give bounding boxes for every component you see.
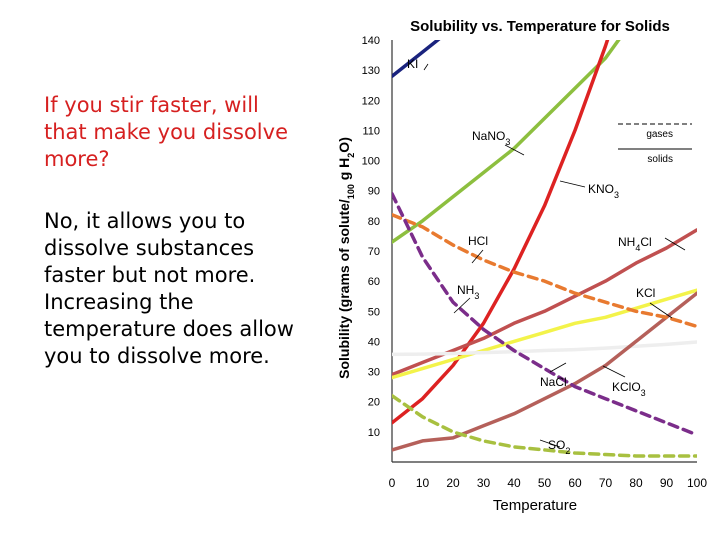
series-line-ki bbox=[392, 40, 441, 78]
y-tick-label: 100 bbox=[362, 156, 380, 168]
x-tick-label: 80 bbox=[629, 476, 643, 490]
x-tick-label: 10 bbox=[416, 476, 430, 490]
y-tick-label: 110 bbox=[362, 125, 380, 137]
leader-so2 bbox=[539, 439, 561, 448]
slide-answer: No, it allows you to dissolve substances… bbox=[44, 209, 294, 368]
leader-kcl bbox=[649, 302, 673, 319]
y-tick-label: 60 bbox=[368, 276, 380, 288]
slide-question: If you stir faster, will that make you d… bbox=[44, 93, 288, 171]
y-tick-label: 10 bbox=[368, 427, 380, 439]
series-label-hcl: HCl bbox=[468, 234, 488, 248]
x-tick-label: 90 bbox=[660, 476, 674, 490]
y-tick-label: 90 bbox=[368, 186, 380, 198]
leader-nacl bbox=[549, 362, 567, 373]
leader-nh4cl bbox=[664, 237, 686, 251]
x-tick-label: 0 bbox=[389, 476, 396, 490]
series-line-nh3 bbox=[392, 191, 697, 437]
series-line-kno3 bbox=[392, 40, 610, 425]
series-label-nh3: NH3 bbox=[457, 283, 479, 301]
leader-nano3 bbox=[504, 144, 525, 156]
y-axis-label: Solubility (grams of solute/100 g H2O) bbox=[336, 137, 356, 379]
x-tick-label: 100 bbox=[687, 476, 707, 490]
series-label-nh4cl: NH4Cl bbox=[618, 235, 652, 253]
series-line-kcl bbox=[392, 288, 697, 380]
y-tick-label: 70 bbox=[368, 246, 380, 258]
leader-hcl bbox=[471, 249, 484, 264]
x-axis-label: Temperature bbox=[493, 497, 577, 514]
series-label-kno3: KNO3 bbox=[588, 182, 619, 200]
leader-kclo3 bbox=[602, 365, 626, 378]
y-tick-label: 50 bbox=[368, 306, 380, 318]
series-label-kclo3: KClO3 bbox=[612, 380, 646, 398]
series-label-nano3: NaNO3 bbox=[472, 129, 510, 147]
y-tick-label: 30 bbox=[368, 367, 380, 379]
series-line-nacl bbox=[392, 340, 697, 357]
series-label-nacl: NaCl bbox=[540, 375, 567, 389]
legend-label-gases: gases bbox=[646, 129, 673, 140]
x-tick-label: 70 bbox=[599, 476, 613, 490]
leader-nh3 bbox=[453, 297, 471, 314]
y-tick-label: 80 bbox=[368, 216, 380, 228]
x-tick-label: 60 bbox=[568, 476, 582, 490]
chart-title: Solubility vs. Temperature for Solids bbox=[410, 18, 670, 35]
series-label-kcl: KCl bbox=[636, 286, 655, 300]
y-tick-label: 120 bbox=[362, 95, 380, 107]
series-line-kclo3 bbox=[392, 291, 697, 452]
x-tick-label: 30 bbox=[477, 476, 491, 490]
x-tick-label: 40 bbox=[507, 476, 521, 490]
solubility-chart: 10 20 30 40 50 60 70 80 90 100 110 120 130 140 0 10 20 30… bbox=[336, 35, 707, 514]
x-tick-label: 20 bbox=[446, 476, 460, 490]
series-line-hcl bbox=[392, 213, 697, 329]
series-line-so2 bbox=[392, 393, 697, 458]
series-label-so2: SO2 bbox=[548, 438, 570, 456]
y-tick-label: 140 bbox=[362, 35, 380, 47]
y-tick-label: 40 bbox=[368, 336, 380, 348]
y-tick-label: 130 bbox=[362, 65, 380, 77]
legend-label-solids: solids bbox=[647, 154, 673, 165]
x-tick-label: 50 bbox=[538, 476, 552, 490]
series-label-ki: KI bbox=[407, 57, 418, 71]
series-line-nano3 bbox=[392, 40, 621, 244]
y-tick-label: 20 bbox=[368, 397, 380, 409]
leader-ki bbox=[423, 63, 429, 71]
leader-kno3 bbox=[559, 180, 586, 188]
